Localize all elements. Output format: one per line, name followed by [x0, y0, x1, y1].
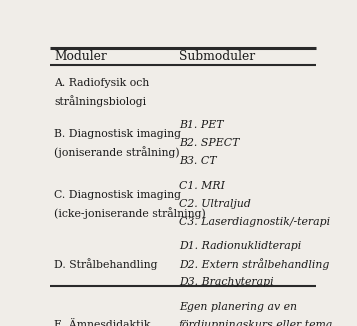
Text: Egen planering av en: Egen planering av en [179, 302, 297, 312]
Text: Moduler: Moduler [54, 50, 107, 63]
Text: (joniserande strålning): (joniserande strålning) [54, 146, 180, 158]
Text: (icke-joniserande strålning): (icke-joniserande strålning) [54, 207, 206, 219]
Text: Submoduler: Submoduler [179, 50, 255, 63]
Text: strålningsbiologi: strålningsbiologi [54, 95, 146, 107]
Text: C2. Ultraljud: C2. Ultraljud [179, 199, 251, 209]
Text: B3. CT: B3. CT [179, 156, 216, 166]
Text: B. Diagnostisk imaging: B. Diagnostisk imaging [54, 129, 181, 139]
Text: fördjupningskurs eller tema: fördjupningskurs eller tema [179, 320, 333, 326]
Text: D3. Brachyterapi: D3. Brachyterapi [179, 277, 273, 287]
Text: D2. Extern strålbehandling: D2. Extern strålbehandling [179, 258, 329, 270]
Text: B1. PET: B1. PET [179, 120, 223, 130]
Text: B2. SPECT: B2. SPECT [179, 138, 239, 148]
Text: C. Diagnostisk imaging: C. Diagnostisk imaging [54, 190, 181, 200]
Text: D. Strålbehandling: D. Strålbehandling [54, 258, 158, 270]
Text: D1. Radionuklidterapi: D1. Radionuklidterapi [179, 241, 301, 251]
Text: C3. Laserdiagnostik/-terapi: C3. Laserdiagnostik/-terapi [179, 217, 330, 227]
Text: C1. MRI: C1. MRI [179, 181, 225, 191]
Text: E. Ämnesdidaktik: E. Ämnesdidaktik [54, 320, 151, 326]
Text: A. Radiofysik och: A. Radiofysik och [54, 78, 150, 88]
